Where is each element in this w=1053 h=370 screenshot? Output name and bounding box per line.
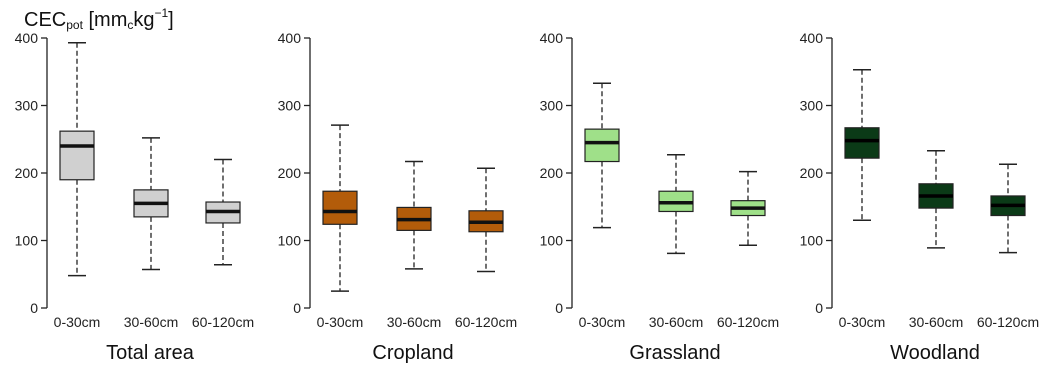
y-tick-label-grassland: 100 [540,233,564,249]
y-label-unit-sup: −1 [154,6,169,20]
y-label-main: CEC [24,9,67,31]
y-tick-label-grassland: 300 [540,98,564,114]
y-tick-label-total-area: 400 [15,30,39,46]
y-tick-label-total-area: 0 [30,300,38,316]
category-label-total-area: 60-120cm [192,314,254,330]
category-label-woodland: 60-120cm [977,314,1039,330]
y-label-unit-close: ] [168,9,174,31]
y-tick-label-cropland: 200 [278,165,302,181]
y-tick-label-woodland: 400 [800,30,824,46]
y-tick-label-cropland: 100 [278,233,302,249]
category-label-woodland: 30-60cm [909,314,963,330]
panel-title-grassland: Grassland [629,342,720,364]
box-cropland-0 [322,190,358,225]
y-tick-label-woodland: 300 [800,98,824,114]
y-tick-label-total-area: 100 [15,233,39,249]
category-label-grassland: 0-30cm [579,314,626,330]
panel-title-total-area: Total area [106,342,195,364]
box-grassland-0 [584,128,620,163]
y-label-unit-open: [mm [82,9,128,31]
y-tick-label-woodland: 200 [800,165,824,181]
y-tick-label-total-area: 200 [15,165,39,181]
y-tick-label-cropland: 300 [278,98,302,114]
y-tick-label-grassland: 200 [540,165,564,181]
category-label-grassland: 30-60cm [649,314,703,330]
y-tick-label-woodland: 100 [800,233,824,249]
panel-title-woodland: Woodland [890,342,980,364]
panel-title-cropland: Cropland [372,342,453,364]
y-tick-label-cropland: 0 [293,300,301,316]
category-label-grassland: 60-120cm [717,314,779,330]
y-axis-label: CECpot [mmckg−1] [24,6,174,32]
y-tick-label-cropland: 400 [278,30,302,46]
y-tick-label-grassland: 400 [540,30,564,46]
category-label-woodland: 0-30cm [839,314,886,330]
category-label-total-area: 0-30cm [54,314,101,330]
category-label-cropland: 0-30cm [317,314,364,330]
y-label-unit-sub: c [127,18,134,32]
category-label-cropland: 30-60cm [387,314,441,330]
y-tick-label-woodland: 0 [815,300,823,316]
y-tick-label-grassland: 0 [555,300,563,316]
category-label-total-area: 30-60cm [124,314,178,330]
box-woodland-0 [844,127,880,159]
y-label-unit-mid: kg [133,9,155,31]
box-total-area-0 [59,130,95,181]
category-label-cropland: 60-120cm [455,314,517,330]
y-label-sub: pot [66,18,83,32]
y-tick-label-total-area: 300 [15,98,39,114]
